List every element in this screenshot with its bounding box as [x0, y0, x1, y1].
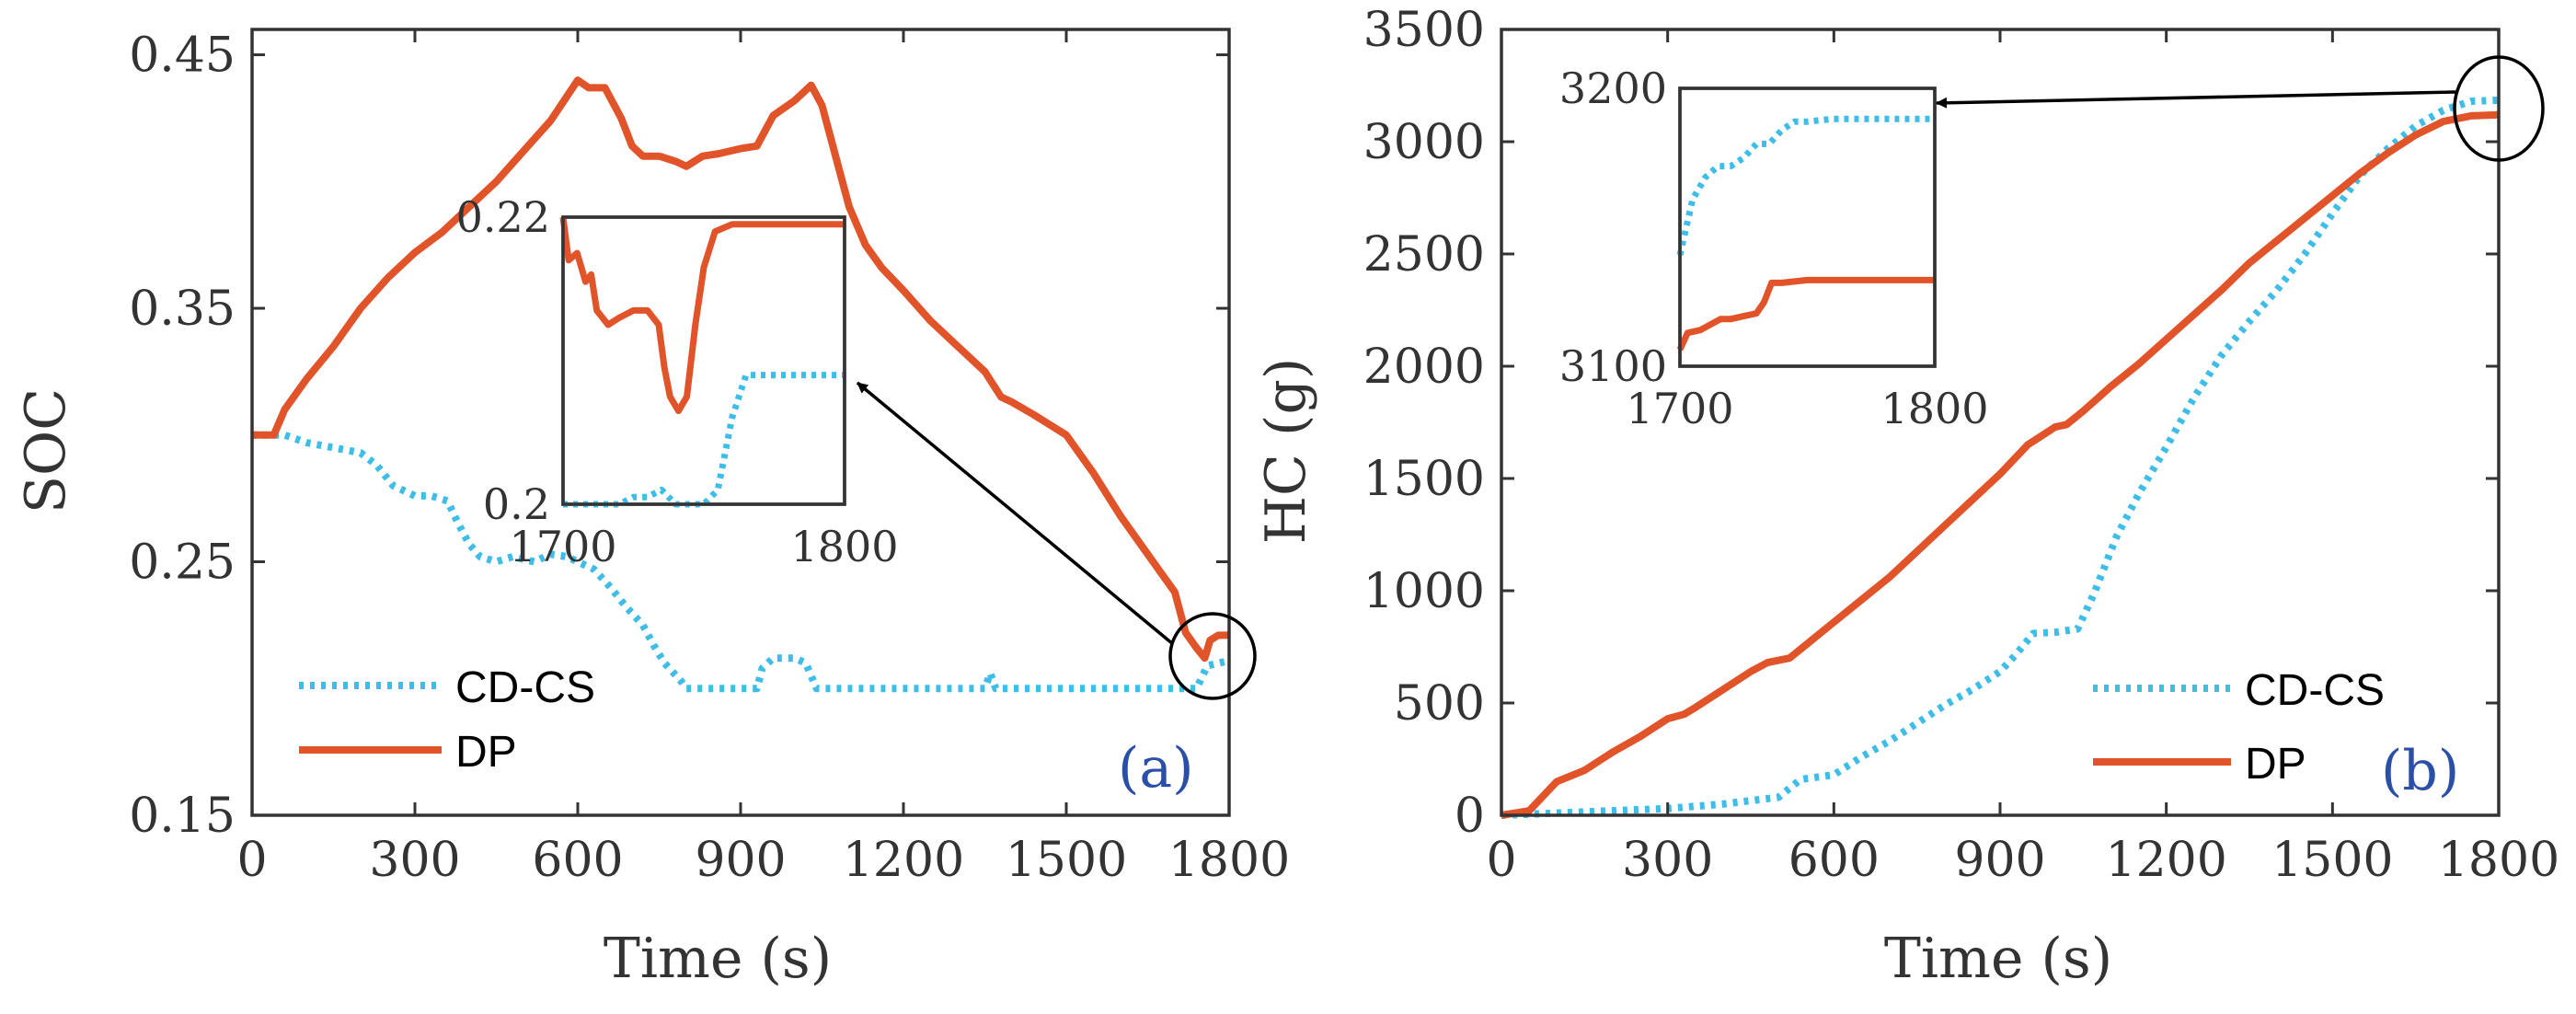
soc-inset-y-tick-label: 0.22 — [456, 192, 550, 242]
soc-x-tick-label: 1200 — [843, 833, 964, 888]
legend-dp-label: DP — [455, 728, 517, 777]
hc-zoom-arrow — [1936, 90, 2457, 109]
soc-inset-series-dp-line — [559, 216, 845, 415]
soc-zoom-circle — [1168, 612, 1257, 700]
hc-x-tick-label: 1800 — [2438, 833, 2559, 888]
soc-inset-y-tick-label: 0.2 — [483, 479, 550, 529]
soc-legend: CD-CS DP — [299, 663, 595, 777]
soc-series-cdcs-line — [252, 431, 1230, 693]
hc-inset: 1700 1800 3100 3200 — [1559, 63, 1989, 433]
soc-y-tick-label: 0.35 — [129, 282, 236, 337]
soc-x-tick-label: 1800 — [1168, 833, 1290, 888]
hc-y-tick-label: 3000 — [1363, 115, 1485, 170]
soc-panel-tag: (a) — [1118, 736, 1194, 801]
soc-series-group — [252, 76, 1230, 693]
hc-ticks: 0 300 600 900 1200 1500 1800 0 500 1000 1500 2000 25… — [1363, 3, 2560, 888]
hc-inset-background — [1678, 86, 1937, 368]
soc-y-tick-label: 0.15 — [129, 789, 236, 844]
hc-inset-x-tick-label: 1700 — [1626, 384, 1733, 433]
panel-a-soc: 0 300 600 900 1200 1500 1800 0.15 0.25 0.35 0.45 T… — [14, 28, 1290, 991]
hc-inset-y-tick-label: 3200 — [1559, 63, 1667, 113]
hc-series-cdcs-line — [1501, 96, 2500, 819]
soc-x-tick-label: 0 — [236, 833, 267, 888]
soc-y-tick-label: 0.45 — [129, 29, 236, 84]
hc-zoom-circle — [2453, 55, 2545, 162]
hc-x-tick-label: 300 — [1622, 833, 1713, 888]
soc-y-tick-label: 0.25 — [129, 536, 236, 591]
hc-inset-series-cdcs-line — [1676, 115, 1935, 256]
soc-x-tick-label: 600 — [532, 833, 623, 888]
soc-inset-border — [561, 215, 846, 506]
hc-y-tick-label: 2000 — [1363, 340, 1485, 395]
hc-x-axis-label: Time (s) — [1884, 927, 2112, 991]
hc-x-tick-label: 600 — [1788, 833, 1880, 888]
hc-panel-tag: (b) — [2381, 739, 2459, 803]
hc-x-tick-label: 900 — [1954, 833, 2045, 888]
hc-x-tick-label: 1200 — [2105, 833, 2226, 888]
hc-y-tick-label: 0 — [1455, 789, 1485, 844]
hc-inset-x-tick-label: 1800 — [1880, 384, 1988, 433]
hc-y-axis-label: HC (g) — [1254, 358, 1318, 545]
legend-cdcs-label: CD-CS — [2245, 666, 2385, 715]
hc-y-tick-label: 3500 — [1363, 3, 1485, 58]
soc-x-tick-label: 300 — [369, 833, 460, 888]
soc-series-dp-line — [252, 76, 1229, 663]
panel-b-hc: 0 300 600 900 1200 1500 1800 0 500 1000 1500 2000 25… — [1254, 3, 2559, 991]
soc-inset-x-tick-label: 1800 — [790, 522, 898, 571]
soc-inset: 1700 1800 0.2 0.22 — [456, 192, 899, 571]
hc-inset-y-tick-label: 3100 — [1559, 341, 1667, 391]
legend-dp-label: DP — [2245, 740, 2306, 789]
hc-x-tick-label: 0 — [1486, 833, 1516, 888]
soc-y-axis-label: SOC — [14, 388, 78, 513]
hc-series-group — [1501, 96, 2500, 819]
hc-series-dp-line — [1501, 110, 2500, 819]
hc-inset-border — [1678, 86, 1937, 368]
hc-y-tick-label: 1000 — [1363, 564, 1485, 619]
soc-x-tick-label: 900 — [695, 833, 786, 888]
hc-y-tick-label: 1500 — [1363, 452, 1485, 507]
soc-x-tick-label: 1500 — [1006, 833, 1127, 888]
hc-y-tick-label: 500 — [1394, 676, 1485, 732]
hc-x-tick-label: 1500 — [2271, 833, 2393, 888]
soc-ticks: 0 300 600 900 1200 1500 1800 0.15 0.25 0.35 0.45 — [129, 29, 1290, 888]
hc-inset-series-dp-line — [1676, 276, 1935, 351]
hc-legend: CD-CS DP — [2093, 666, 2385, 789]
soc-x-axis-label: Time (s) — [604, 927, 832, 991]
hc-y-tick-label: 2500 — [1363, 227, 1485, 282]
soc-inset-x-tick-label: 1700 — [509, 522, 616, 571]
legend-cdcs-label: CD-CS — [455, 663, 595, 712]
soc-zoom-arrow — [856, 381, 1175, 646]
